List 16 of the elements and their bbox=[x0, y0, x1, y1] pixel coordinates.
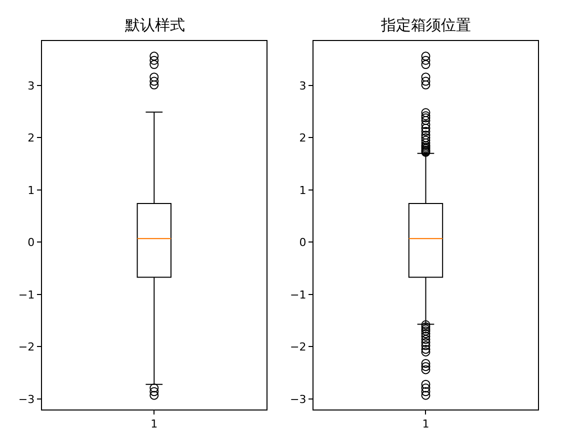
y-tick-label: −3 bbox=[290, 392, 306, 406]
y-tick-label: −3 bbox=[18, 392, 35, 406]
y-tick-label: 1 bbox=[28, 184, 35, 197]
chart-title: 默认样式 bbox=[124, 16, 185, 34]
y-tick-label: 2 bbox=[28, 132, 35, 145]
y-tick-label: −1 bbox=[290, 288, 306, 302]
y-tick-label: −2 bbox=[18, 340, 35, 354]
y-tick-label: 3 bbox=[299, 79, 306, 92]
y-tick-label: 2 bbox=[299, 132, 306, 145]
chart-title: 指定箱须位置 bbox=[380, 16, 471, 34]
y-tick-label: 1 bbox=[299, 184, 306, 197]
y-tick-label: 3 bbox=[28, 79, 35, 92]
y-tick-label: −1 bbox=[18, 288, 35, 302]
y-tick-label: 0 bbox=[299, 236, 306, 250]
y-tick-label: 0 bbox=[28, 236, 35, 250]
y-tick-label: −2 bbox=[290, 340, 306, 354]
